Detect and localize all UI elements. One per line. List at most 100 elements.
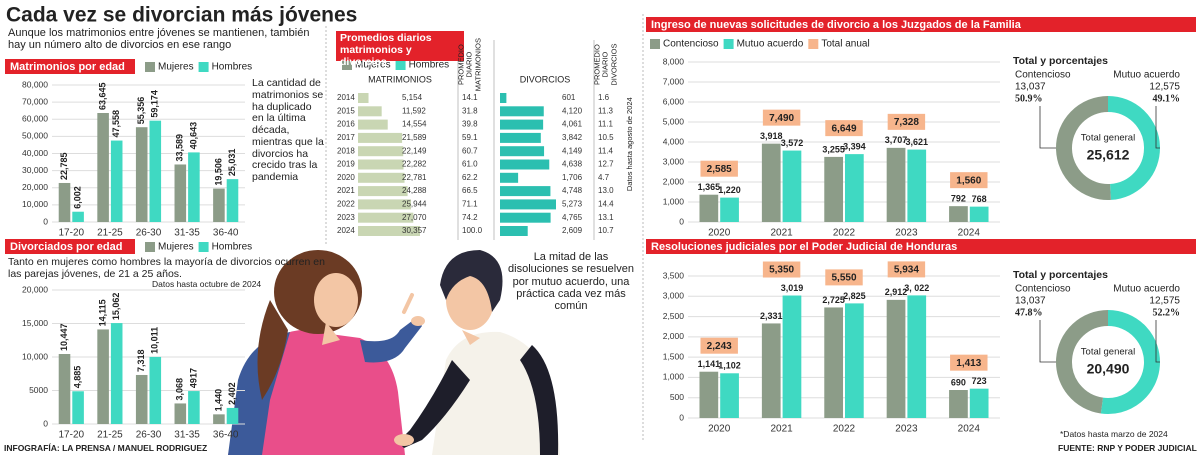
leader-line [1039, 320, 1056, 363]
total-box [762, 261, 801, 278]
bar [358, 159, 404, 170]
legend-swatch [395, 60, 406, 70]
bar [761, 323, 781, 418]
value-label: 4,885 [72, 366, 82, 389]
average-label: 71.1 [462, 200, 478, 209]
donut-center-title: Total general [1081, 347, 1135, 358]
x-tick-label: 36-40 [213, 430, 239, 441]
average-label: 10.5 [598, 133, 614, 142]
bar [969, 206, 989, 222]
column-header: DIVORCIOS [520, 74, 571, 84]
y-tick-label: 3,500 [663, 270, 685, 280]
y-tick-label: 2,500 [663, 311, 685, 321]
bar [358, 226, 420, 236]
value-label: 2,402 [227, 382, 237, 405]
donut-count: 12,575 [1149, 296, 1180, 307]
x-tick-label: 36-40 [213, 228, 239, 239]
value-label: 1,365 [698, 182, 721, 192]
bar [358, 132, 403, 143]
value-label: 3,394 [843, 141, 866, 151]
total-label: 5,934 [894, 265, 919, 276]
bar [110, 140, 123, 222]
bar [58, 354, 71, 424]
bar [886, 147, 906, 222]
legend-label: Mujeres [355, 60, 391, 71]
row-label: 2020 [337, 173, 355, 182]
donut-percent: 52.2% [1153, 307, 1181, 318]
bar [358, 146, 404, 157]
y-tick-label: 1,500 [663, 351, 685, 361]
value-label: 30,357 [402, 226, 427, 235]
value-label: 7,318 [136, 349, 146, 372]
y-tick-label: 20,000 [22, 284, 48, 294]
total-label: 2,243 [707, 341, 732, 352]
x-tick-label: 2020 [708, 228, 731, 239]
column-header: MATRIMONIOS [368, 74, 432, 84]
total-label: 7,328 [894, 117, 919, 128]
y-tick-label: 500 [670, 392, 684, 402]
value-label: 1,440 [213, 389, 223, 412]
bar [907, 149, 927, 222]
credit: INFOGRAFÍA: LA PRENSA / MANUEL RODRIGUEZ [4, 443, 208, 453]
x-tick-label: 2022 [833, 424, 856, 435]
legend-label: Hombres [212, 62, 253, 73]
bar [226, 407, 239, 424]
row-label: 2016 [337, 120, 355, 129]
bar [500, 199, 556, 210]
value-label: 22,781 [402, 173, 427, 182]
average-label: 61.0 [462, 160, 478, 169]
total-label: 6,649 [831, 123, 856, 134]
bar [500, 119, 544, 130]
row-label: 2014 [337, 93, 355, 102]
bar [500, 172, 519, 183]
value-label: 10,011 [150, 327, 160, 354]
bar [72, 211, 84, 222]
total-box [950, 172, 988, 189]
legend-label: Hombres [212, 242, 253, 253]
total-label: 5,350 [769, 265, 794, 276]
callout: La mitad de las disoluciones se resuelve… [508, 251, 634, 313]
row-label: 2021 [337, 186, 355, 195]
bar [213, 414, 225, 424]
bar [358, 199, 411, 210]
donut-count: 13,037 [1015, 296, 1046, 307]
chart-header [5, 239, 135, 254]
donut-slice [1100, 310, 1160, 414]
average-label: 31.8 [462, 106, 478, 115]
value-label: 4,120 [562, 106, 583, 115]
value-label: 11,592 [402, 106, 426, 115]
value-label: 27,070 [402, 213, 427, 222]
donut-slice [1107, 96, 1160, 200]
bar [358, 119, 388, 130]
donut-percent: 50.9% [1015, 93, 1043, 104]
total-label: 1,413 [956, 358, 981, 369]
y-tick-label: 30,000 [22, 165, 48, 175]
x-tick-label: 2023 [895, 228, 918, 239]
bar [699, 371, 719, 418]
bar [174, 164, 187, 222]
bar [500, 146, 545, 157]
x-tick-label: 2020 [708, 424, 731, 435]
legend-label: Mutuo acuerdo [737, 39, 804, 50]
x-tick-label: 17-20 [59, 430, 85, 441]
legend-swatch [198, 242, 209, 252]
row-label: 2022 [337, 200, 355, 209]
bar [149, 356, 162, 424]
y-tick-label: 8,000 [663, 56, 685, 66]
value-label: 4917 [188, 368, 198, 388]
value-label: 3,019 [781, 283, 804, 293]
donut-label: Mutuo acuerdo [1113, 70, 1180, 81]
donut-percent: 47.8% [1015, 307, 1043, 318]
y-tick-label: 70,000 [22, 96, 48, 106]
x-tick-label: 2024 [958, 424, 981, 435]
value-label: 2,912 [885, 287, 908, 297]
x-tick-label: 2021 [770, 228, 793, 239]
value-label: 3,621 [905, 137, 928, 147]
x-tick-label: 31-35 [174, 430, 200, 441]
x-tick-label: 21-25 [97, 228, 123, 239]
bar [720, 373, 739, 418]
y-tick-label: 1,000 [663, 196, 685, 206]
page-title: Cada vez se divorcian más jóvenes [6, 4, 357, 27]
average-label: 12.7 [598, 160, 614, 169]
